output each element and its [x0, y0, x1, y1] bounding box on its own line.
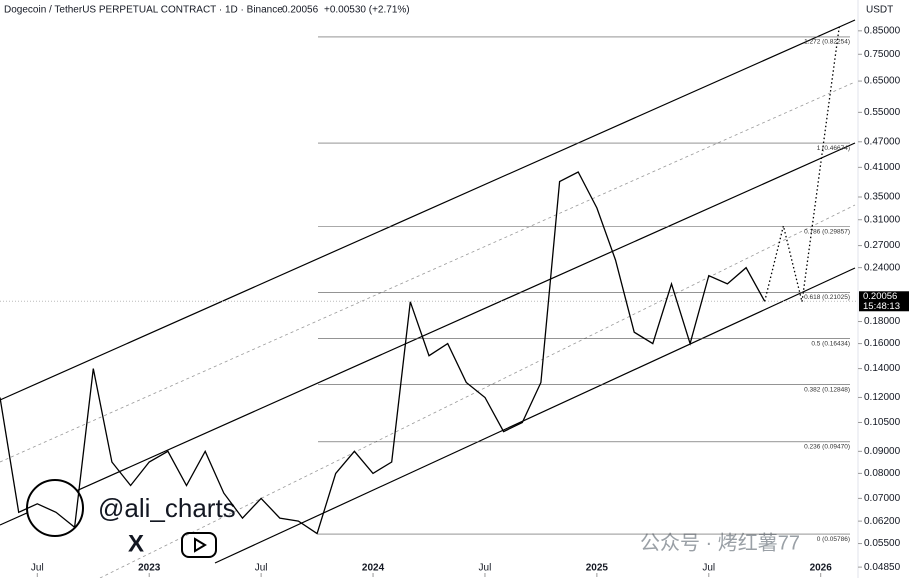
y-tick-label: 0.16000 [864, 338, 901, 349]
fib-label: 0.618 (0.21025) [804, 294, 850, 301]
fib-label: 0.5 (0.16434) [811, 340, 850, 347]
y-tick-label: 0.24000 [864, 262, 901, 273]
x-tick-label: Jul [479, 563, 492, 574]
y-tick-label: 0.08000 [864, 468, 901, 479]
channel-dashed [0, 81, 856, 463]
chart-title: Dogecoin / TetherUS PERPETUAL CONTRACT ·… [4, 5, 283, 16]
fib-label: 1 (0.46674) [817, 145, 850, 152]
projection-line [764, 26, 840, 302]
x-tick-label: Jul [255, 563, 268, 574]
channel-top [0, 19, 856, 401]
y-tick-label: 0.05500 [864, 538, 901, 549]
y-tick-label: 0.10500 [864, 417, 901, 428]
price-box-label: 0.20056 [863, 291, 897, 302]
y-tick-label: 0.09000 [864, 446, 901, 457]
y-tick-label: 0.14000 [864, 363, 901, 374]
y-tick-label: 0.41000 [864, 162, 901, 173]
y-tick-label: 0.07000 [864, 493, 901, 504]
watermark-text: @ali_charts [98, 493, 236, 523]
x-tick-label: 2026 [810, 563, 833, 574]
x-tick-label: 2023 [138, 563, 161, 574]
change: +0.00530 (+2.71%) [324, 5, 410, 16]
x-tick-label: 2024 [362, 563, 385, 574]
y-tick-label: 0.12000 [864, 392, 901, 403]
fib-label: 0.236 (0.09470) [804, 444, 850, 451]
x-tick-label: 2025 [586, 563, 609, 574]
y-tick-label: 0.75000 [864, 49, 901, 60]
price: 0.20056 [282, 5, 319, 16]
y-unit: USDT [866, 5, 893, 16]
y-tick-label: 0.27000 [864, 240, 901, 251]
y-tick-label: 0.85000 [864, 25, 901, 36]
youtube-icon[interactable] [181, 532, 217, 558]
y-tick-label: 0.06200 [864, 516, 901, 527]
y-tick-label: 0.65000 [864, 76, 901, 87]
price-box [859, 291, 909, 312]
y-tick-label: 0.31000 [864, 214, 901, 225]
channel-credit: 公众号 · 烤红薯77 [640, 531, 800, 554]
fib-label: 1.272 (0.82254) [804, 39, 850, 46]
x-tick-label: Jul [31, 563, 44, 574]
fib-label: 0.382 (0.12848) [804, 386, 850, 393]
channel-middle [0, 142, 856, 526]
price-line [0, 171, 766, 535]
y-tick-label: 0.55000 [864, 107, 901, 118]
fib-label: 0 (0.05786) [817, 536, 850, 543]
x-icon[interactable]: X [128, 530, 144, 557]
y-tick-label: 0.18000 [864, 316, 901, 327]
y-tick-label: 0.35000 [864, 192, 901, 203]
y-tick-label: 0.47000 [864, 136, 901, 147]
channel-bottom [214, 267, 856, 564]
y-tick-label: 0.04850 [864, 562, 901, 573]
fib-label: 0.786 (0.29857) [804, 228, 850, 235]
youtube-play [194, 537, 207, 553]
countdown: 15:48:13 [863, 301, 900, 312]
x-tick-label: Jul [702, 563, 715, 574]
watermark: @ali_charts X 公众号 · 烤红薯77 [26, 479, 800, 558]
